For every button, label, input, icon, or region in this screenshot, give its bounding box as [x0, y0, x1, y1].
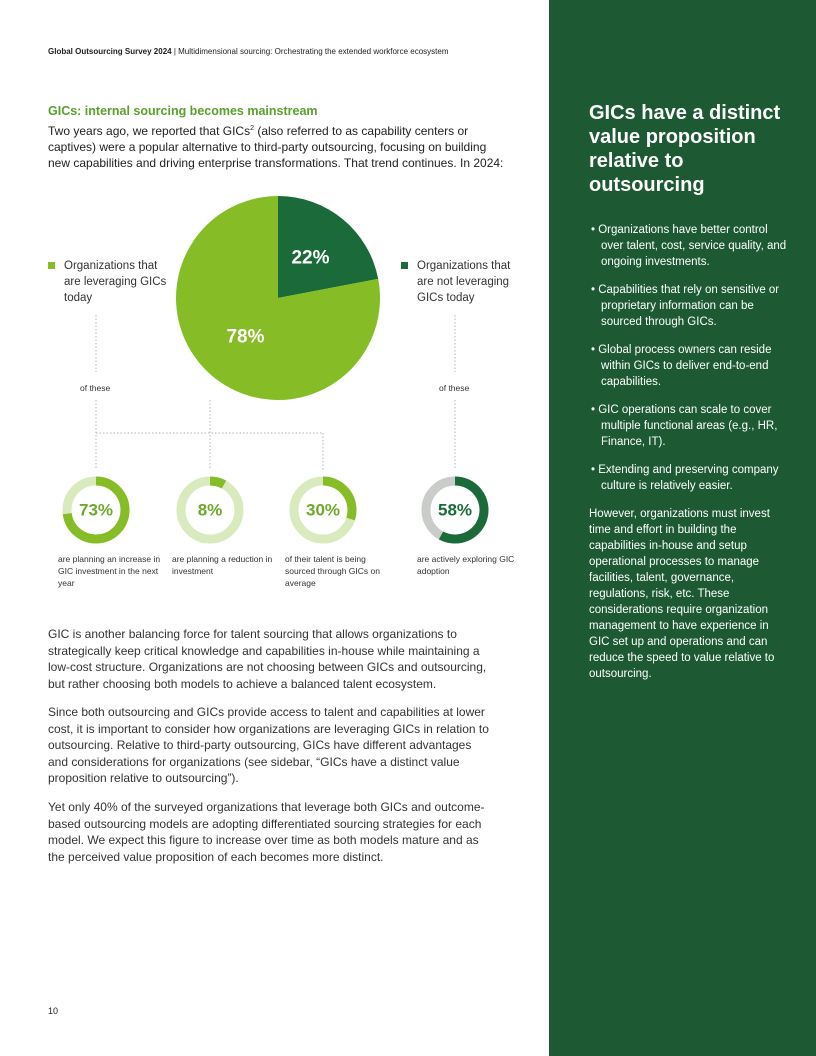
connector-label: of these: [439, 383, 470, 393]
pie-slice: [278, 196, 379, 298]
donut-caption: are planning a reduction in investment: [172, 554, 273, 576]
connectors: [95, 315, 456, 470]
intro: Two years ago, we reported that GICs2 (a…: [48, 121, 508, 171]
header-title: Global Outsourcing Survey 2024: [48, 47, 172, 56]
paragraph: Since both outsourcing and GICs provide …: [48, 705, 489, 785]
paragraph: GIC is another balancing force for talen…: [48, 627, 487, 691]
sidebar-bullet: • Organizations have better control over…: [591, 224, 787, 268]
pie-label: 78%: [226, 326, 264, 347]
footnote-ref: 2: [250, 125, 255, 132]
donut-label: 8%: [198, 500, 223, 519]
sidebar-bullet: • Capabilities that rely on sensitive or…: [591, 284, 780, 328]
header-subtitle: Multidimensional sourcing: Orchestrating…: [178, 47, 449, 56]
legend-text: Organizations that are not leveraging GI…: [417, 260, 511, 304]
page-number: 10: [48, 1006, 59, 1016]
pie-slice: [175, 196, 380, 401]
bullet-text: Global process owners can reside within …: [598, 344, 772, 388]
legend-swatch: [401, 262, 408, 269]
header-separator: |: [173, 47, 176, 56]
legend-swatch: [48, 262, 55, 269]
sidebar-title: GICs have a distinct value proposition r…: [589, 102, 781, 196]
donut-arc: [209, 476, 227, 489]
connector-label: of these: [80, 383, 111, 393]
sidebar-bullet: • Extending and preserving company cultu…: [591, 464, 779, 492]
bullet-text: Organizations have better control over t…: [598, 224, 787, 268]
donut-arc: [62, 476, 130, 544]
legend-text: Organizations that are leveraging GICs t…: [64, 260, 167, 304]
pie-label: 22%: [291, 248, 329, 269]
donut-arc: [438, 476, 489, 544]
legend-item: Organizations that are not leveraging GI…: [401, 258, 522, 306]
bullet-text: Capabilities that rely on sensitive or p…: [598, 284, 780, 328]
donut-arc: [322, 476, 357, 521]
donut-label: 30%: [306, 500, 340, 519]
section-heading: GICs: internal sourcing becomes mainstre…: [48, 104, 318, 118]
intro-text: Two years ago, we reported that GICs: [48, 124, 251, 138]
donut-label: 58%: [438, 500, 472, 519]
chart: 22% 78% 73% 8% 30% 58%: [62, 196, 489, 544]
donut-caption: are actively exploring GIC adoption: [417, 554, 515, 576]
donut-caption: are planning an increase in GIC investme…: [58, 554, 161, 588]
bullet-text: GIC operations can scale to cover multip…: [598, 404, 778, 448]
bullet-text: Extending and preserving company culture…: [598, 464, 779, 492]
donut-caption: of their talent is being sourced through…: [285, 554, 380, 588]
sidebar-bullet: • Global process owners can reside withi…: [591, 344, 772, 388]
legend-item: Organizations that are leveraging GICs t…: [48, 258, 169, 306]
intro-text: (also referred to as capability centers …: [48, 124, 504, 170]
header: Global Outsourcing Survey 2024 | Multidi…: [48, 47, 449, 56]
sidebar-closing: However, organizations must invest time …: [589, 508, 775, 680]
donut-label: 73%: [79, 500, 113, 519]
sidebar-bullet: • GIC operations can scale to cover mult…: [591, 404, 778, 448]
paragraph: Yet only 40% of the surveyed organizatio…: [48, 800, 485, 864]
sidebar: [549, 0, 816, 1056]
